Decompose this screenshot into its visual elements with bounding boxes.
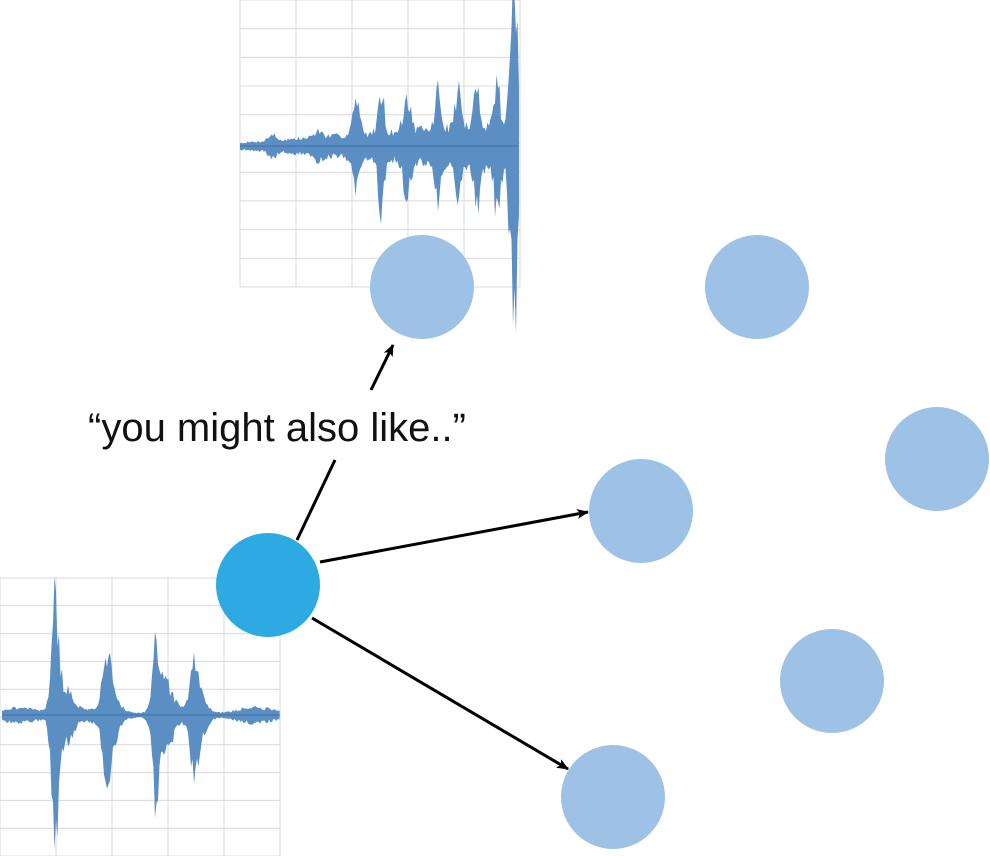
source-node[interactable] bbox=[216, 533, 320, 637]
waveform-bottom bbox=[0, 576, 281, 856]
edges bbox=[295, 344, 589, 771]
nodes bbox=[216, 235, 989, 849]
edge-caption-to-top-left bbox=[369, 344, 395, 391]
edge-source-to-caption bbox=[295, 459, 337, 541]
waveform-top bbox=[239, 0, 521, 335]
edge-source-to-middle bbox=[319, 509, 589, 564]
node-bottom[interactable] bbox=[561, 745, 665, 849]
node-top-left[interactable] bbox=[370, 235, 474, 339]
recommendation-caption: “you might also like..” bbox=[88, 406, 466, 450]
waveform-top-signal bbox=[240, 0, 519, 335]
node-top-right[interactable] bbox=[705, 235, 809, 339]
node-lower-right[interactable] bbox=[780, 629, 884, 733]
node-right[interactable] bbox=[885, 407, 989, 511]
node-middle[interactable] bbox=[589, 459, 693, 563]
waveform-bottom-signal bbox=[2, 576, 280, 850]
edge-source-to-bottom bbox=[311, 616, 569, 771]
